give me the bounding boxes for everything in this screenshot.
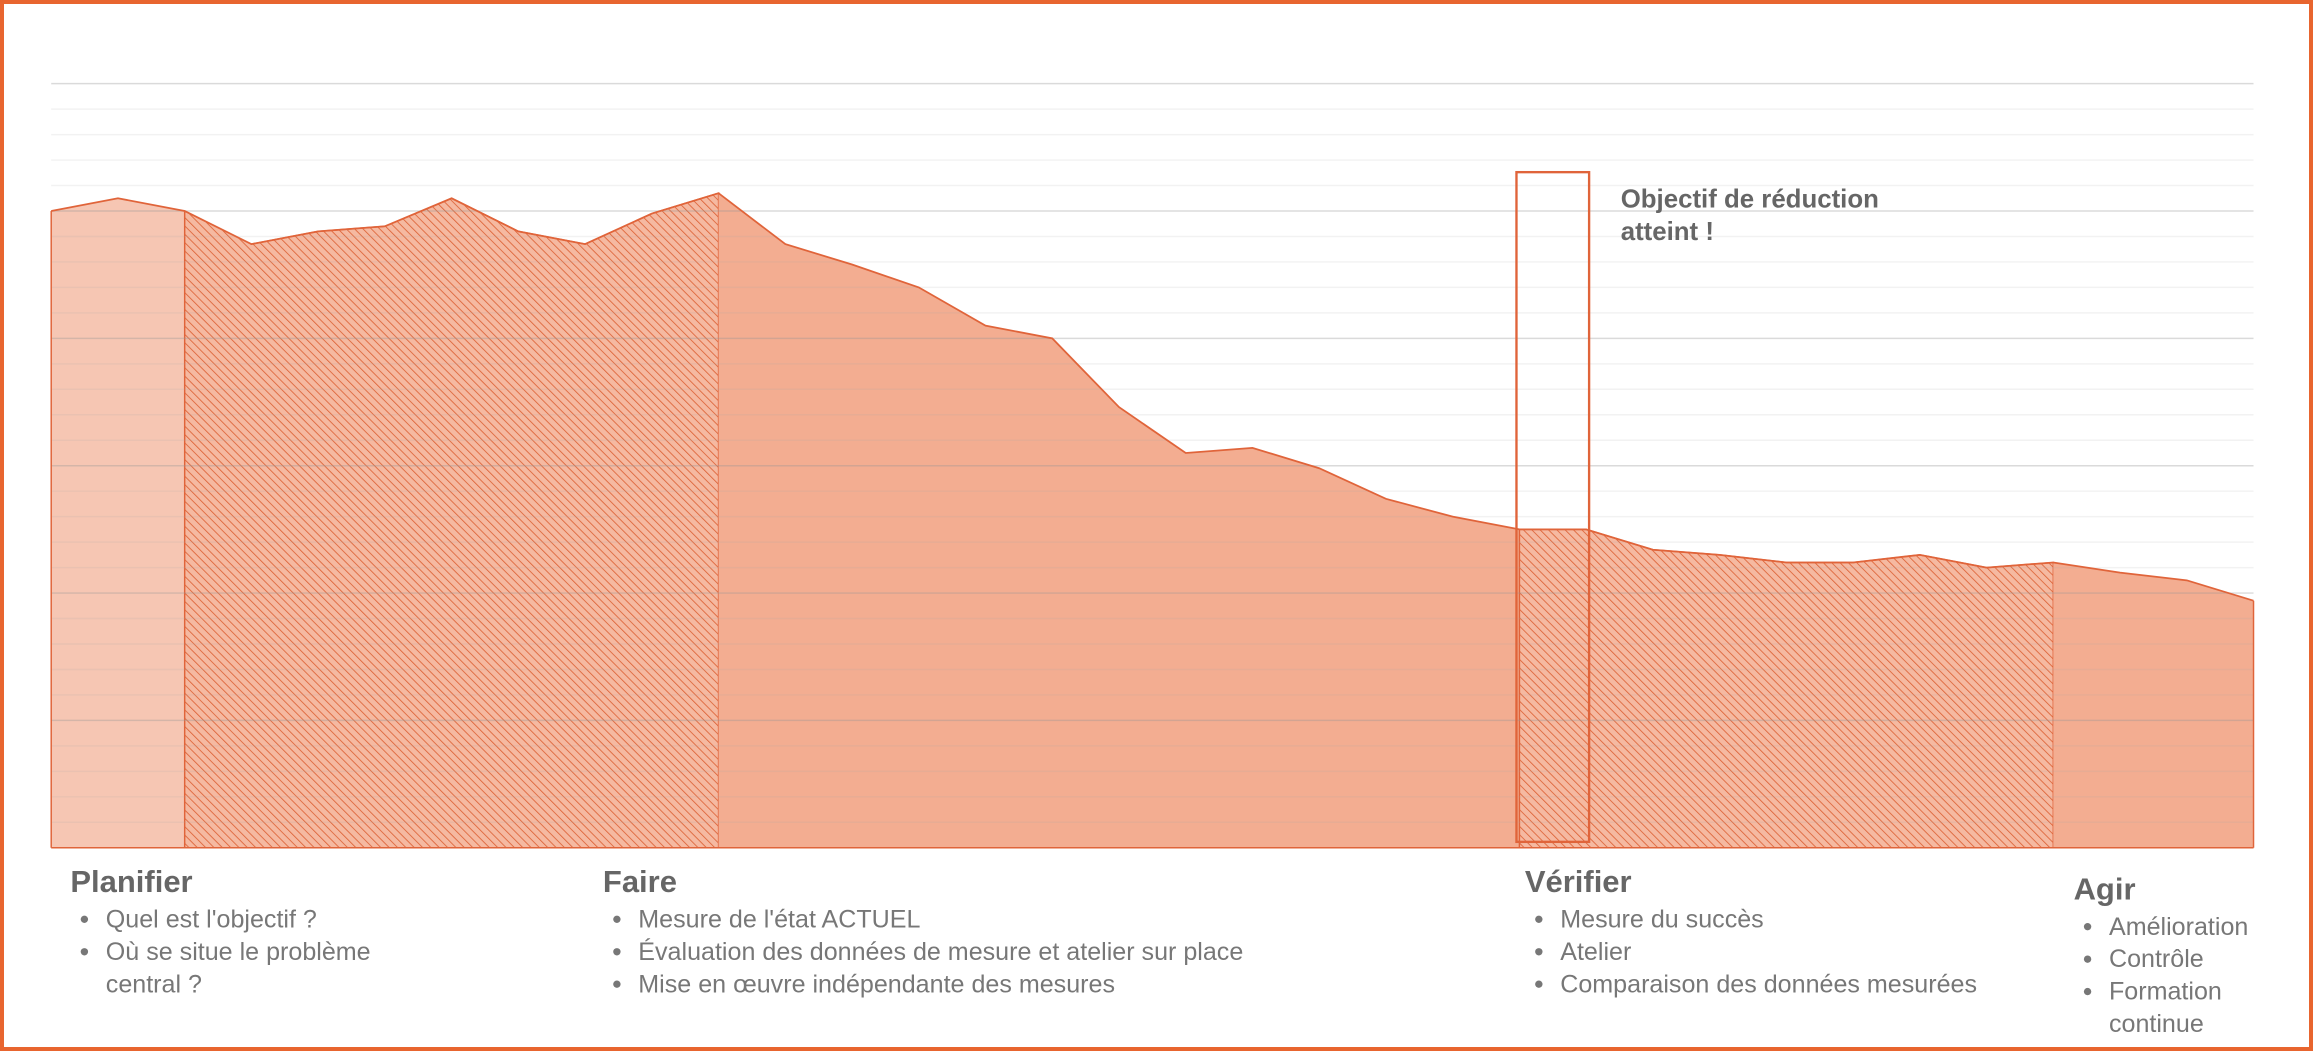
region-hatch: [183, 192, 720, 849]
phase-item: Mise en œuvre indépendante des mesures: [638, 969, 1429, 1001]
phase-list: Quel est l'objectif ?Où se situe le prob…: [70, 904, 380, 1001]
phase-item: Mesure de l'état ACTUEL: [638, 904, 1429, 936]
phase-item: Contrôle: [2109, 944, 2309, 976]
phase: Planifier Quel est l'objectif ?Où se situ…: [70, 865, 380, 1001]
highlight-box: [1515, 170, 1591, 844]
area-line: [51, 192, 2254, 602]
phase-item: Comparaison des données mesurées: [1560, 969, 2056, 1001]
phase-title: Faire: [602, 865, 677, 900]
region: [51, 198, 185, 848]
phase-item: Amélioration: [2109, 911, 2309, 943]
region: [2053, 562, 2254, 848]
phase-item: Atelier: [1560, 936, 2056, 968]
stage: Objectif de réduction atteint ! Planifie…: [4, 4, 2309, 1047]
chart: [50, 82, 2255, 849]
phase-list: Mesure de l'état ACTUELÉvaluation des do…: [603, 904, 1429, 1001]
annotation: Objectif de réduction atteint !: [1620, 183, 1879, 246]
phase-title: Vérifier: [1524, 865, 1632, 900]
phase-title: Planifier: [70, 865, 193, 900]
phase: Faire Mesure de l'état ACTUELÉvaluation d…: [603, 865, 1429, 1001]
phase-item: Mesure du succès: [1560, 904, 2056, 936]
phase: Agir AméliorationContrôleFormation contin…: [2073, 872, 2309, 1041]
phase-title: Agir: [2073, 872, 2136, 907]
phase: Vérifier Mesure du succèsAtelierComparais…: [1525, 865, 2056, 1001]
phase-list: AméliorationContrôleFormation continue: [2074, 911, 2309, 1041]
phase-item: Évaluation des données de mesure et atel…: [638, 936, 1429, 968]
phase-list: Mesure du succèsAtelierComparaison des d…: [1525, 904, 2056, 1001]
phase-item: Où se situe le problème central ?: [106, 936, 380, 1001]
phase-item: Quel est l'objectif ?: [106, 904, 380, 936]
phase-item: Formation continue: [2109, 976, 2309, 1041]
region-hatch: [1518, 528, 2055, 849]
region: [718, 193, 1520, 848]
